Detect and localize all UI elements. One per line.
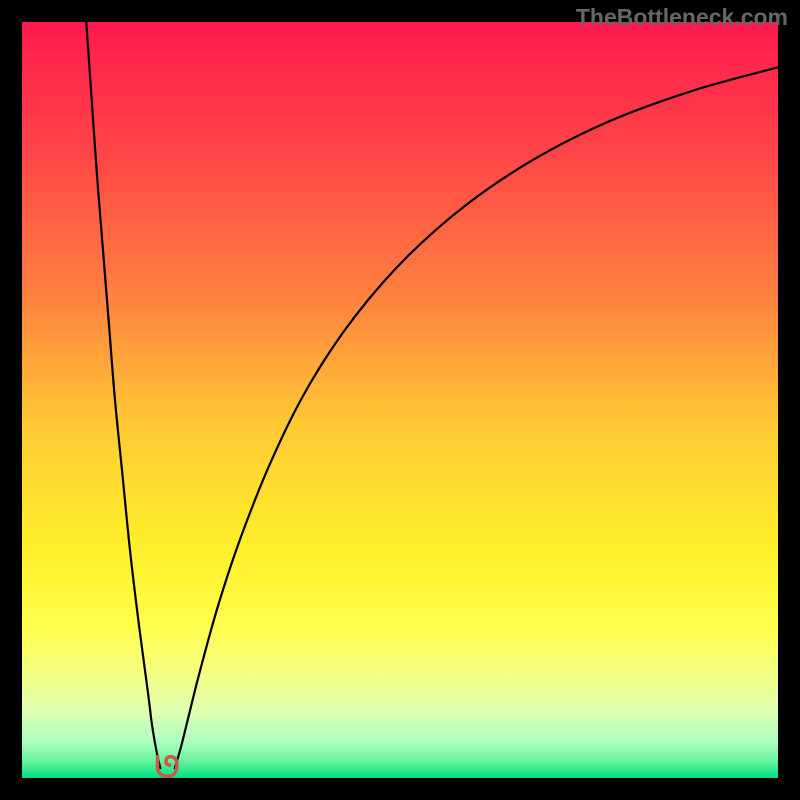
chart-background [22, 22, 778, 778]
watermark-text: TheBottleneck.com [576, 4, 788, 31]
chart-svg: ᘎ [0, 0, 800, 800]
bottleneck-chart: ᘎ TheBottleneck.com [0, 0, 800, 800]
